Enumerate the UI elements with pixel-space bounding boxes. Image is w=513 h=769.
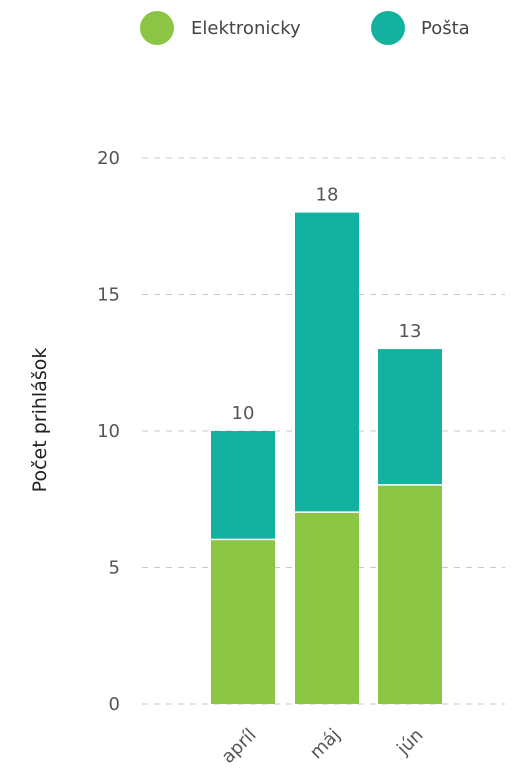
y-tick-label: 0	[109, 694, 120, 715]
bars	[211, 213, 442, 704]
bar-elektronicky-2	[378, 486, 442, 704]
legend-swatch	[371, 11, 405, 45]
y-axis-title: Počet prihlášok	[29, 348, 51, 493]
bar-posta-0	[211, 431, 275, 539]
x-axis-ticks: apríl máj jún	[218, 725, 428, 768]
legend-label: Pošta	[421, 18, 470, 39]
legend-item-posta[interactable]: Pošta	[371, 11, 470, 45]
x-tick-label: máj	[306, 725, 345, 764]
bar-elektronicky-0	[211, 540, 275, 704]
bar-posta-2	[378, 349, 442, 484]
y-axis-ticks: 0 5 10 15 20	[97, 148, 120, 715]
bar-elektronicky-1	[295, 513, 359, 704]
y-tick-label: 10	[97, 421, 120, 442]
bar-posta-1	[295, 213, 359, 512]
y-tick-label: 20	[97, 148, 120, 169]
legend-item-elektronicky[interactable]: Elektronicky	[140, 11, 301, 45]
legend-label: Elektronicky	[191, 18, 301, 39]
x-tick-label: jún	[392, 725, 427, 760]
y-tick-label: 15	[97, 285, 120, 306]
x-tick-label: apríl	[218, 725, 261, 768]
legend-swatch	[140, 11, 174, 45]
y-tick-label: 5	[109, 558, 120, 579]
legend: Elektronicky Pošta	[140, 11, 470, 45]
bar-total-label: 18	[316, 185, 339, 206]
bar-total-label: 13	[399, 321, 422, 342]
bar-total-label: 10	[232, 403, 255, 424]
